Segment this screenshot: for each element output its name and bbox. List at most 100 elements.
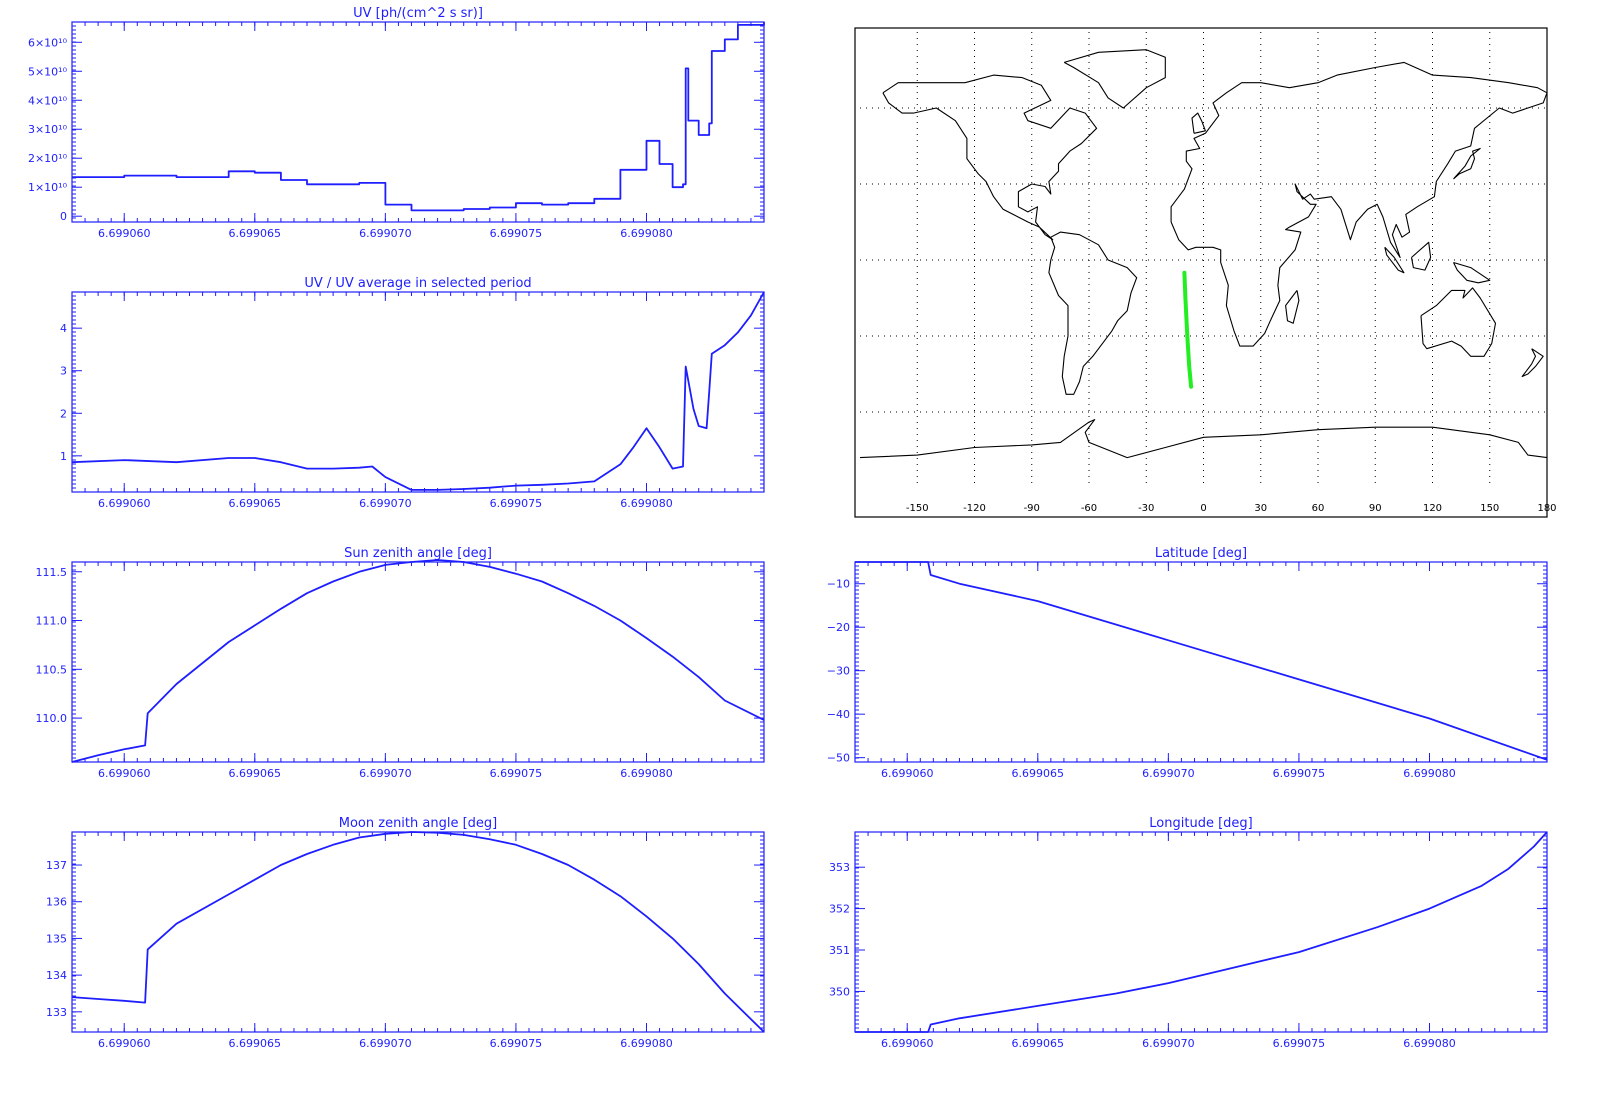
y-tick-label: 351 [829,944,850,957]
map-lon-label: -30 [1138,503,1154,514]
y-tick-label: 4×10¹⁰ [28,94,68,107]
x-tick-label: 6.699070 [359,497,412,510]
y-tick-label: 1×10¹⁰ [28,181,68,194]
map-lon-label: 0 [1200,503,1206,514]
x-tick-label: 6.699060 [881,767,934,780]
x-tick-label: 6.699065 [229,767,282,780]
y-tick-label: 111.5 [36,566,68,579]
sun-zenith-series-line [71,559,765,763]
y-tick-label: 110.5 [36,663,68,676]
coastline-new-guinea [1453,261,1491,284]
y-tick-label: 2×10¹⁰ [28,152,68,165]
sun-zenith-frame [71,561,765,763]
y-tick-label: 5×10¹⁰ [28,65,68,78]
y-tick-label: 352 [829,903,850,916]
map-lon-label: 180 [1537,503,1556,514]
map-lon-label: -120 [963,503,986,514]
coastline-antarctica [859,419,1548,459]
x-tick-label: 6.699070 [359,1037,412,1050]
y-tick-label: 111.0 [36,615,68,628]
coastline-madagascar [1285,290,1300,324]
uv-ratio-panel: UV / UV average in selected period 6.6990… [60,276,765,510]
x-tick-label: 6.699075 [490,767,543,780]
map-lon-label: 120 [1423,503,1442,514]
uv-panel: UV [ph/(cm^2 s sr)] 6.699060 6.699065 6.699… [28,6,765,240]
x-tick-label: 6.699070 [359,227,412,240]
latitude-frame [854,561,1548,763]
map-lon-label: 60 [1312,503,1325,514]
x-tick-label: 6.699075 [1273,1037,1326,1050]
x-tick-label: 6.699065 [1012,767,1065,780]
y-tick-label: 0 [60,210,67,223]
x-tick-label: 6.699075 [490,1037,543,1050]
map-lon-label: 150 [1480,503,1499,514]
y-tick-label: 6×10¹⁰ [28,36,68,49]
world-map-panel: -150 -120 -90 -60 -30 0 30 60 90 120 150 180 [854,27,1557,518]
y-tick-label: 133 [46,1006,67,1019]
x-tick-label: 6.699075 [490,227,543,240]
coastline-japan [1453,147,1481,180]
y-tick-label: 350 [829,985,850,998]
x-tick-label: 6.699065 [229,497,282,510]
map-lon-label: -150 [906,503,929,514]
y-tick-label: 134 [46,969,67,982]
x-tick-label: 6.699075 [1273,767,1326,780]
x-tick-label: 6.699080 [620,767,673,780]
y-tick-label: −20 [827,621,850,634]
x-tick-label: 6.699060 [881,1037,934,1050]
x-tick-label: 6.699080 [1403,767,1456,780]
y-tick-label: −30 [827,665,850,678]
longitude-frame [854,831,1548,1033]
x-tick-label: 6.699080 [620,1037,673,1050]
y-tick-label: 110.0 [36,712,68,725]
x-tick-label: 6.699080 [1403,1037,1456,1050]
map-frame [854,27,1548,518]
y-tick-label: 1 [60,450,67,463]
sun-zenith-title: Sun zenith angle [deg] [344,546,492,561]
coastline-indonesia-borneo [1410,241,1432,271]
y-tick-label: 135 [46,932,67,945]
x-tick-label: 6.699070 [1142,1037,1195,1050]
y-tick-label: 4 [60,322,67,335]
map-lon-label: 30 [1254,503,1267,514]
uv-ratio-series-line [71,291,765,491]
x-tick-label: 6.699060 [98,227,151,240]
x-tick-label: 6.699060 [98,767,151,780]
x-tick-label: 6.699060 [98,1037,151,1050]
y-tick-label: 2 [60,407,67,420]
moon-zenith-frame [71,831,765,1033]
coastline-africa-eurasia [1170,61,1548,347]
uv-series-line [72,22,765,212]
x-tick-label: 6.699080 [620,227,673,240]
y-tick-label: 137 [46,859,67,872]
coastline-indonesia-sumatra [1384,246,1405,274]
moon-zenith-panel: Moon zenith angle [deg] 6.699060 6.699065 6… [46,816,765,1050]
map-lon-label: 90 [1369,503,1382,514]
x-tick-label: 6.699060 [98,497,151,510]
x-tick-label: 6.699065 [229,1037,282,1050]
latitude-series-line [855,561,1548,761]
y-tick-label: −40 [827,708,850,721]
uv-title: UV [ph/(cm^2 s sr)] [353,6,483,21]
longitude-series-line [855,831,1548,1033]
y-tick-label: 3 [60,365,67,378]
y-tick-label: −50 [827,752,850,765]
coastline-australia [1420,287,1497,357]
coastline-new-zealand [1521,348,1544,378]
y-tick-label: −10 [827,578,850,591]
y-tick-label: 136 [46,896,67,909]
x-tick-label: 6.699075 [490,497,543,510]
latitude-panel: Latitude [deg] 6.699060 6.699065 6.699070 6.… [827,546,1548,780]
latitude-title: Latitude [deg] [1155,546,1247,561]
uv-frame [71,21,765,223]
x-tick-label: 6.699070 [1142,767,1195,780]
map-lon-label: -90 [1024,503,1040,514]
x-tick-label: 6.699070 [359,767,412,780]
uv-ratio-title: UV / UV average in selected period [304,276,531,291]
sun-zenith-panel: Sun zenith angle [deg] 6.699060 6.699065 6.… [36,546,765,780]
coastline-british-isles [1191,112,1206,134]
coastline-greenland [1063,49,1166,109]
x-tick-label: 6.699065 [229,227,282,240]
longitude-panel: Longitude [deg] 6.699060 6.699065 6.699070 6… [829,816,1548,1050]
